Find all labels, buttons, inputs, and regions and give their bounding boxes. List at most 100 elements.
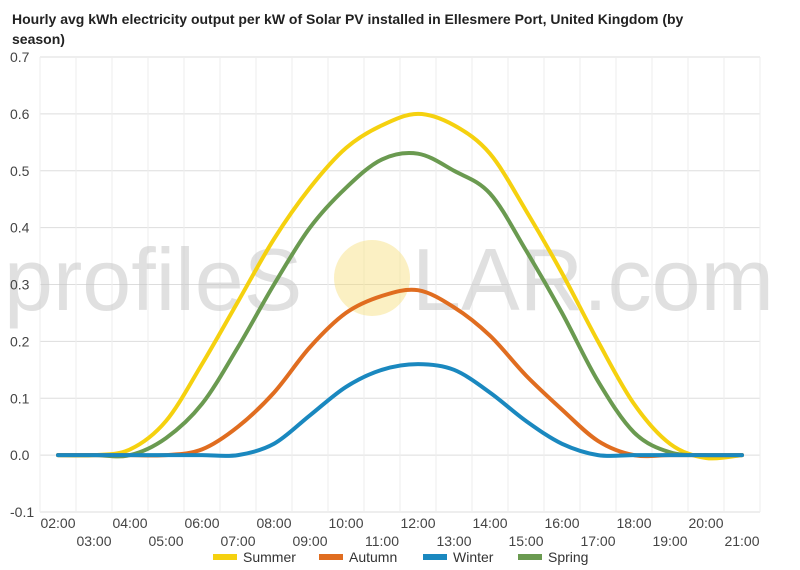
x-tick-label: 07:00 [220,533,255,549]
series-line-summer [56,111,744,461]
data-point-spring [236,345,240,349]
legend-swatch [423,554,447,560]
data-point-autumn [416,288,420,292]
data-point-winter [272,442,276,446]
data-point-spring [200,402,204,406]
data-point-summer [704,456,708,460]
data-point-winter [164,453,168,457]
data-point-summer [272,237,276,241]
x-tick-label: 19:00 [652,533,687,549]
data-point-summer [452,123,456,127]
data-point-summer [380,123,384,127]
watermark: profileS LAR.com [4,230,774,329]
legend[interactable]: Summer Autumn Winter Spring [213,549,588,565]
y-tick-label: -0.1 [10,504,34,520]
data-point-summer [236,300,240,304]
legend-item-spring[interactable]: Spring [518,549,588,565]
data-point-autumn [380,294,384,298]
data-point-winter [596,453,600,457]
data-point-spring [560,311,564,315]
data-point-autumn [272,391,276,395]
y-tick-label: 0.6 [10,106,30,122]
y-axis-ticks: -0.1 0.0 0.1 0.2 0.3 0.4 0.5 0.6 0.7 [10,49,34,520]
data-point-summer [416,112,420,116]
y-tick-label: 0.7 [10,49,30,65]
x-tick-label: 14:00 [472,515,507,531]
x-tick-label: 20:00 [688,515,723,531]
data-point-autumn [560,408,564,412]
x-tick-label: 05:00 [148,533,183,549]
data-point-spring [668,450,672,454]
data-point-winter [452,368,456,372]
data-point-autumn [344,311,348,315]
data-point-winter [128,453,132,457]
data-point-winter [200,453,204,457]
data-point-winter [740,453,744,457]
x-tick-label: 10:00 [328,515,363,531]
legend-item-summer[interactable]: Summer [213,549,296,565]
data-point-summer [128,447,132,451]
y-tick-label: 0.0 [10,447,30,463]
data-point-autumn [524,374,528,377]
legend-item-winter[interactable]: Winter [423,549,494,565]
y-tick-label: 0.5 [10,163,30,179]
data-point-summer [596,339,600,343]
data-point-spring [632,430,636,434]
data-point-summer [524,209,528,213]
x-tick-label: 11:00 [365,533,399,549]
series-line-winter [56,362,744,458]
legend-label: Autumn [349,549,397,565]
x-tick-label: 16:00 [544,515,579,531]
data-point-autumn [236,425,240,429]
x-tick-label: 13:00 [436,533,471,549]
legend-label: Summer [243,549,296,565]
data-point-winter [524,419,528,423]
legend-label: Spring [548,549,588,565]
y-tick-label: 0.1 [10,390,30,406]
data-point-spring [452,169,456,173]
x-tick-label: 04:00 [112,515,147,531]
x-tick-label: 18:00 [616,515,651,531]
data-point-autumn [488,334,492,338]
data-point-winter [236,453,240,457]
data-point-summer [488,152,492,156]
y-tick-label: 0.3 [10,277,30,293]
data-point-winter [92,453,96,457]
watermark-text-right: LAR.com [412,230,774,329]
data-point-summer [308,186,312,190]
data-point-summer [200,362,204,366]
watermark-sun-icon [334,240,410,316]
data-point-spring [272,283,276,286]
data-point-winter [380,368,384,372]
legend-swatch [213,554,237,560]
data-point-winter [560,442,564,446]
x-axis-ticks: 02:00 04:00 06:00 08:00 10:00 12:00 14:00 16:00… [40,515,759,549]
data-point-spring [416,152,420,156]
legend-item-autumn[interactable]: Autumn [319,549,397,565]
data-point-winter [668,453,672,457]
data-point-summer [344,146,348,150]
data-point-winter [416,362,420,366]
x-tick-label: 17:00 [580,533,615,549]
data-point-autumn [452,305,456,309]
legend-swatch [319,554,343,560]
data-point-spring [380,157,384,161]
x-tick-label: 08:00 [256,515,291,531]
data-point-summer [560,271,564,275]
data-point-spring [164,436,168,440]
x-tick-label: 21:00 [724,533,759,549]
data-point-autumn [308,345,312,349]
data-point-spring [308,226,312,230]
data-point-autumn [596,439,600,443]
data-point-summer [164,419,168,423]
chart-title: Hourly avg kWh electricity output per kW… [12,11,684,47]
data-point-spring [488,192,492,195]
y-tick-label: 0.4 [10,220,30,236]
data-point-winter [488,391,492,395]
data-point-winter [344,385,348,389]
data-point-winter [632,453,636,457]
x-tick-label: 15:00 [508,533,543,549]
data-point-spring [524,248,528,252]
x-tick-label: 09:00 [292,533,327,549]
